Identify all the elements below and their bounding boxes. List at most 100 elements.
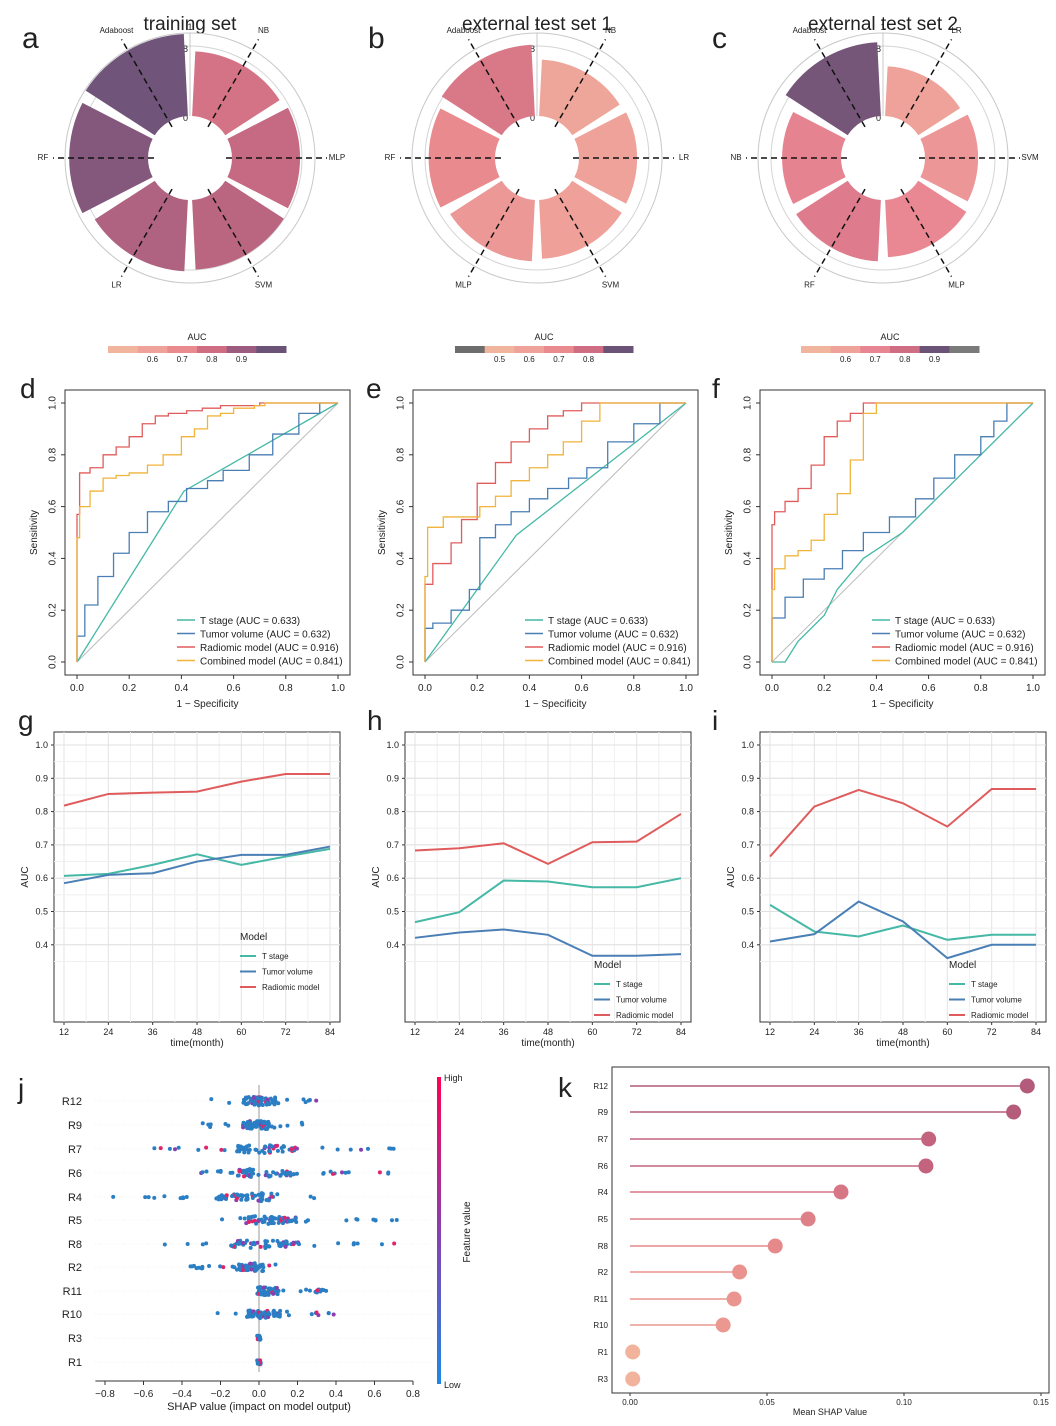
y-tick-label: 1.0 [35, 740, 48, 750]
panel-letter-i: i [712, 705, 718, 736]
legend-entry: Tumor volume [971, 996, 1022, 1005]
legend-entry: Radiomic model (AUC = 0.916) [548, 643, 687, 654]
shap-point [278, 1308, 283, 1313]
radial-bar-NB [192, 51, 280, 136]
y-tick-label: 0.8 [743, 447, 754, 461]
dashed-spoke [813, 188, 866, 278]
y-tick-label: 1.0 [741, 740, 754, 750]
shap-point [274, 1171, 279, 1176]
shap-point [229, 1243, 234, 1248]
diagonal-reference-line [424, 402, 687, 663]
x-tick-label: 1.0 [679, 683, 693, 694]
shap-point [152, 1146, 157, 1151]
shap-point [219, 1196, 224, 1201]
shap-point [285, 1097, 290, 1102]
shap-point [270, 1238, 275, 1243]
shap-point [266, 1290, 271, 1295]
shap-point [246, 1215, 251, 1220]
shap-point [365, 1146, 370, 1151]
legend-entry: Radiomic model (AUC = 0.916) [200, 643, 339, 654]
shap-point [242, 1216, 247, 1221]
shap-point [280, 1221, 285, 1226]
y-tick-label: 1.0 [396, 396, 407, 410]
y-tick-label: 0.7 [35, 840, 48, 850]
colorbar-segment [197, 346, 228, 353]
shap-point [305, 1218, 310, 1223]
feature-label-R8: R8 [68, 1239, 82, 1251]
shap-point [222, 1148, 227, 1153]
shap-point [244, 1238, 249, 1243]
roc-curve-1 [76, 402, 338, 662]
auc-line-1 [769, 900, 1036, 960]
shap-point [230, 1264, 235, 1269]
legend-entry: T stage (AUC = 0.633) [548, 616, 648, 627]
shap-point [111, 1194, 116, 1199]
shap-point [260, 1120, 265, 1125]
shap-point [307, 1288, 312, 1293]
x-tick-label: 36 [854, 1027, 864, 1037]
shap-point [281, 1288, 286, 1293]
dashed-spoke [120, 38, 173, 128]
shap-point [176, 1145, 181, 1150]
y-tick-label: 0.2 [48, 603, 59, 617]
shap-point [335, 1147, 340, 1152]
shap-point [266, 1124, 271, 1129]
colorbar-tick: 0.6 [147, 355, 159, 364]
x-tick-label: 0.6 [922, 683, 936, 694]
x-tick-label: 72 [281, 1027, 291, 1037]
shap-point [288, 1170, 293, 1175]
shap-point [387, 1146, 392, 1151]
x-tick-label: 60 [587, 1027, 597, 1037]
model-label-LR: LR [111, 280, 121, 289]
colorbar-tick: 0.8 [899, 355, 911, 364]
roc-curve-2 [424, 402, 686, 662]
shap-point [346, 1170, 351, 1175]
lollipop-dot-R9 [1006, 1104, 1022, 1120]
model-label-Adaboost: Adaboost [100, 26, 135, 35]
ring-label: 1 [880, 22, 885, 32]
shap-point [242, 1099, 247, 1104]
shap-point [285, 1123, 290, 1128]
x-tick-label: 0.8 [627, 683, 641, 694]
category-label-R12: R12 [593, 1082, 608, 1091]
x-tick-label: −0.4 [172, 1389, 192, 1400]
legend-entry: T stage [262, 952, 289, 961]
shap-point [223, 1121, 228, 1126]
shap-point [268, 1218, 273, 1223]
shap-point [312, 1196, 317, 1201]
legend-entry: T stage [616, 980, 643, 989]
y-tick-label: 0.4 [396, 551, 407, 565]
category-label-R6: R6 [598, 1162, 609, 1171]
x-tick-label: −0.2 [211, 1389, 231, 1400]
shap-point [250, 1242, 255, 1247]
shap-point [230, 1170, 235, 1175]
shap-point [331, 1312, 336, 1317]
model-label-SVM: SVM [1021, 153, 1039, 162]
x-tick-label: 0.15 [1033, 1398, 1049, 1407]
x-tick-label: 36 [148, 1027, 158, 1037]
category-label-R4: R4 [598, 1188, 609, 1197]
model-label-SVM: SVM [602, 280, 620, 289]
shap-point [321, 1170, 326, 1175]
shap-point [257, 1150, 262, 1155]
shap-point [237, 1169, 242, 1174]
colorbar-segment [919, 346, 950, 353]
y-tick-label: 0.0 [743, 655, 754, 669]
x-tick-label: −0.6 [134, 1389, 154, 1400]
shap-point [235, 1173, 240, 1178]
shap-point [351, 1242, 356, 1247]
legend-title: Model [240, 932, 267, 943]
category-label-R1: R1 [598, 1348, 609, 1357]
y-axis-label: Sensitivity [377, 510, 388, 555]
auc-line-1 [63, 845, 331, 885]
x-tick-label: 12 [765, 1027, 775, 1037]
panel-letter-c: c [712, 22, 727, 55]
legend-entry: Combined model (AUC = 0.841) [895, 657, 1038, 668]
panel-letter-j: j [17, 1073, 24, 1104]
shap-point [255, 1360, 260, 1365]
legend-entry: Tumor volume (AUC = 0.632) [548, 630, 679, 641]
shap-point [304, 1287, 309, 1292]
roc-plot-frame [412, 389, 699, 676]
shap-point [271, 1221, 276, 1226]
shap-point [244, 1096, 249, 1101]
